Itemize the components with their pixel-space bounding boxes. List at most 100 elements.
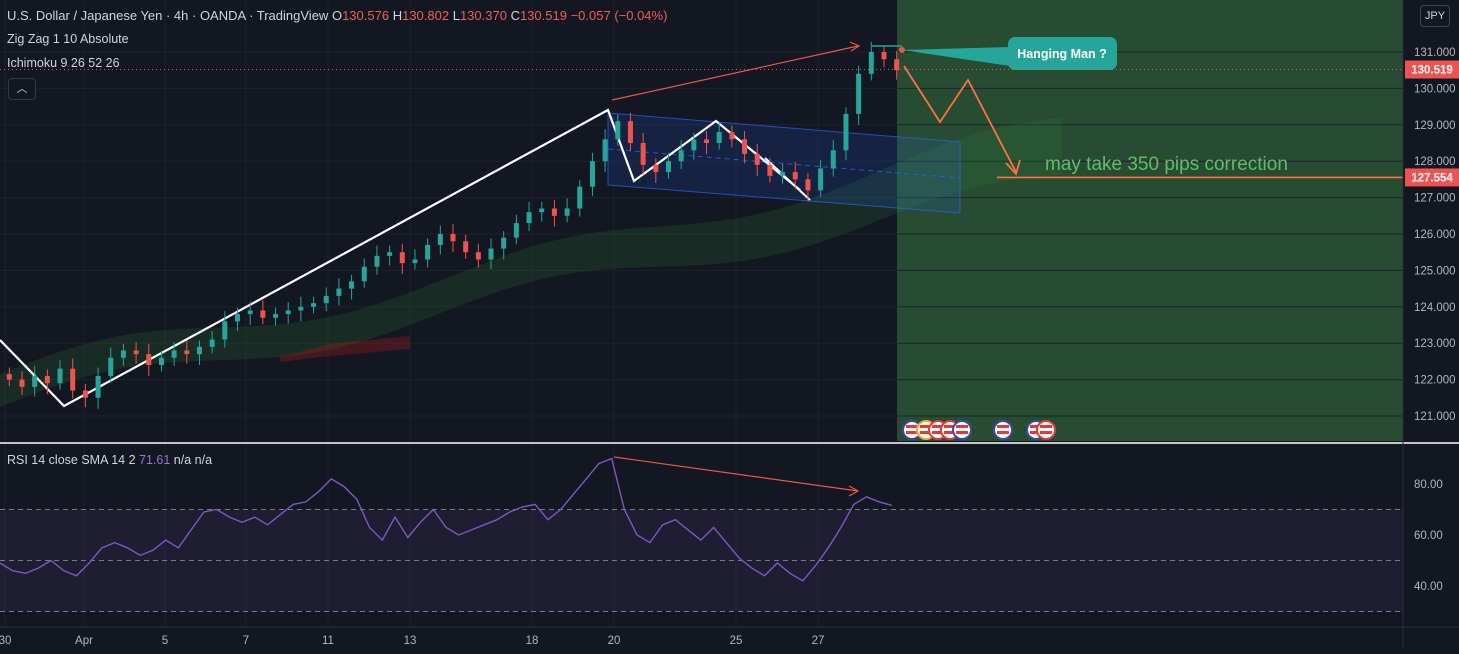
price-tick-label: 128.000 (1414, 156, 1456, 168)
economic-events[interactable] (902, 420, 1056, 440)
last-price-label: 130.519 (1411, 65, 1453, 77)
price-tick-label: 121.000 (1414, 411, 1456, 423)
candle-body (336, 288, 342, 296)
us-flag-icon[interactable] (952, 420, 972, 440)
flag-circle (952, 420, 972, 440)
callout-box (1008, 37, 1117, 70)
candle-body (589, 161, 595, 187)
candle-body (805, 179, 811, 191)
candle-body (196, 346, 202, 355)
collapse-legend-button[interactable]: ︿ (8, 78, 36, 100)
candle-body (437, 234, 443, 245)
flag-circle (1036, 420, 1056, 440)
currency-badge[interactable]: JPY (1420, 5, 1450, 27)
flag-stripe (997, 431, 1009, 434)
price-axis[interactable]: 131.000 130.000 129.000 128.000 127.000 126.0… (1405, 47, 1459, 423)
symbol-legend: U.S. Dollar / Japanese Yen · 4h · OANDA … (7, 8, 667, 23)
close-value: 130.519 (519, 8, 567, 23)
candle-body (577, 186, 583, 209)
rsi-indicator (0, 456, 1403, 612)
candle-body (158, 357, 164, 366)
candle-body (95, 375, 101, 398)
candle-body (830, 150, 836, 169)
price-tick-label: 129.000 (1414, 120, 1456, 132)
time-axis[interactable]: 30 Apr 5 7 11 13 18 20 25 27 (0, 635, 824, 647)
flag-stripe (906, 431, 918, 434)
candle-body (70, 368, 76, 391)
candle-body (399, 252, 405, 264)
high-label: H (392, 8, 403, 23)
candle-body (704, 139, 710, 143)
flag-stripe (906, 425, 918, 428)
time-tick-label: 7 (243, 635, 249, 647)
main-pane (0, 0, 1403, 441)
rsi-band (0, 509, 1403, 612)
candle-body (323, 295, 329, 304)
us-flag-icon[interactable] (902, 420, 922, 440)
time-tick-label: 18 (526, 635, 539, 647)
target-price-label: 127.554 (1411, 172, 1453, 184)
indicator-zigzag-legend[interactable]: Zig Zag 1 10 Absolute (7, 32, 129, 46)
candle-body (678, 150, 684, 162)
candle-body (716, 132, 722, 143)
candle-body (729, 132, 735, 140)
flag-stripe (944, 425, 956, 428)
rsi-na-2: n/a (194, 453, 213, 467)
candle-body (792, 172, 798, 180)
candle-body (425, 244, 431, 260)
candle-body (463, 241, 469, 253)
candle-body (32, 375, 38, 387)
candle-body (894, 59, 900, 71)
candle-body (602, 139, 608, 162)
flag-stripe (1040, 431, 1052, 434)
symbol-title[interactable]: U.S. Dollar / Japanese Yen · 4h · OANDA … (7, 8, 329, 23)
candle-body (665, 161, 671, 173)
candle-body (818, 168, 824, 191)
rsi-axis[interactable]: 80.00 60.00 40.00 (1414, 479, 1443, 593)
projection-arrowhead (1005, 159, 1021, 176)
us-flag-icon[interactable] (1036, 420, 1056, 440)
candle-body (374, 255, 380, 267)
price-tick-label: 125.000 (1414, 265, 1456, 277)
price-tick-label: 123.000 (1414, 338, 1456, 350)
rsi-value: 71.61 (139, 453, 171, 467)
time-tick-label: 5 (162, 635, 168, 647)
rsi-divergence-line (613, 456, 859, 492)
candle-body (513, 223, 519, 238)
us-flag-icon[interactable] (993, 420, 1013, 440)
flag-stripe (932, 431, 944, 434)
candle-body (450, 234, 456, 242)
flag-stripe (956, 425, 968, 428)
target-price-label-bg (1405, 168, 1459, 187)
candle-body (311, 303, 317, 307)
price-tick-label: 126.000 (1414, 229, 1456, 241)
candle-body (361, 266, 367, 282)
candle-body (551, 208, 557, 216)
price-tick-label: 130.000 (1414, 83, 1456, 95)
regression-channel (607, 112, 961, 214)
drawing-overlays: Hanging Man ? may take 350 pips correctio… (0, 37, 1403, 179)
rsi-divergence-arrowhead (848, 485, 860, 497)
candle-body (298, 306, 304, 311)
time-tick-label: 11 (322, 635, 334, 647)
rsi-legend[interactable]: RSI 14 close SMA 14 2 71.61 n/a n/a (7, 453, 212, 467)
time-tick-label: 30 (0, 635, 11, 647)
flag-stripe (932, 425, 944, 428)
zigzag-tail (764, 157, 811, 201)
candle-body (184, 350, 190, 355)
candle-body (387, 252, 393, 256)
candle-body (564, 208, 570, 216)
indicator-ichimoku-legend[interactable]: Ichimoku 9 26 52 26 (7, 56, 120, 70)
candle-body (146, 354, 152, 366)
high-value: 130.802 (402, 8, 450, 23)
candle-body (19, 379, 25, 387)
time-tick-label: Apr (75, 635, 93, 647)
rsi-na-1: n/a (173, 453, 192, 467)
close-label: C (510, 8, 520, 23)
time-tick-label: 20 (608, 635, 621, 647)
candle-body (640, 143, 646, 165)
price-tick-label: 124.000 (1414, 302, 1456, 314)
candle-body (653, 164, 659, 173)
